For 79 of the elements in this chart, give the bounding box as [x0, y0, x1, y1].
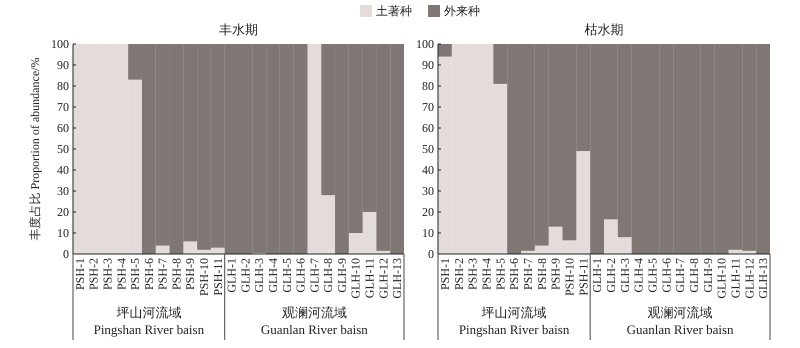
x-tick-label: PSH-7 — [156, 258, 170, 290]
x-tick-label: PSH-1 — [438, 258, 452, 290]
x-tick-label: PSH-5 — [493, 258, 508, 290]
y-tick-label: 40 — [422, 163, 434, 177]
x-tick-label: PSH-6 — [142, 258, 156, 290]
y-tick-label: 60 — [57, 121, 69, 135]
x-tick-label: PSH-11 — [210, 258, 225, 296]
x-tick-label: GLH-1 — [224, 258, 239, 293]
x-tick-label: GLH-3 — [618, 258, 632, 293]
x-tick-label: GLH-2 — [238, 258, 252, 293]
text: 坪山河流域 Pingshan River baisn — [458, 305, 570, 337]
x-tick-label: GLH-7 — [307, 258, 322, 293]
x-tick-label: PSH-10 — [562, 258, 576, 296]
y-tick-label: 30 — [57, 184, 69, 198]
x-tick-label: GLH-11 — [728, 258, 742, 298]
x-tick-label: PSH-8 — [169, 258, 184, 290]
chart-title: 丰水期 — [219, 22, 258, 37]
x-tick-label: GLH-6 — [659, 258, 674, 293]
x-tick-label: PSH-6 — [507, 258, 522, 290]
x-tick-label: GLH-8 — [321, 258, 336, 293]
y-tick-label: 50 — [422, 142, 434, 156]
x-tick-label: GLH-5 — [280, 258, 294, 293]
y-tick-label: 10 — [422, 226, 434, 240]
x-tick-label: PSH-7 — [520, 258, 535, 290]
y-tick-label: 70 — [57, 100, 69, 114]
x-tick-label: PSH-1 — [72, 258, 87, 290]
y-tick-label: 60 — [422, 121, 434, 135]
x-tick-label: GLH-12 — [742, 258, 756, 299]
text: 观澜河流域 Guanlan River baisn — [260, 305, 368, 337]
chart-title: 枯水期 — [584, 22, 624, 37]
x-tick-label: PSH-3 — [100, 258, 114, 290]
x-tick-label: GLH-12 — [376, 258, 390, 299]
y-tick-label: 100 — [416, 37, 434, 51]
y-tick-label: 100 — [51, 37, 69, 51]
y-tick-label: 90 — [422, 58, 434, 72]
y-tick-label: 80 — [57, 79, 69, 93]
y-tick-label: 90 — [57, 58, 69, 72]
x-tick-label: GLH-9 — [334, 258, 349, 293]
y-tick-label: 30 — [422, 184, 434, 198]
y-tick-label: 50 — [57, 142, 69, 156]
x-tick-label: PSH-2 — [86, 258, 101, 290]
x-tick-label: GLH-1 — [590, 258, 604, 293]
text: 观澜河流域 Guanlan River baisn — [626, 305, 734, 337]
x-tick-label: GLH-11 — [362, 258, 377, 298]
text: 坪山河流域 Pingshan River baisn — [94, 305, 205, 337]
y-tick-label: 0 — [428, 247, 434, 261]
x-tick-label: GLH-5 — [645, 258, 660, 293]
x-tick-label: GLH-4 — [266, 258, 280, 293]
x-tick-label: PSH-3 — [466, 258, 480, 290]
x-tick-label: PSH-11 — [576, 258, 590, 296]
x-tick-label: GLH-13 — [756, 258, 770, 299]
y-tick-label: 20 — [422, 205, 434, 219]
legend-label: 外来种 — [444, 4, 480, 18]
x-tick-label: GLH-4 — [632, 258, 646, 293]
x-tick-label: GLH-6 — [294, 258, 308, 293]
legend-label: 土著种 — [376, 4, 412, 18]
y-tick-label: 0 — [63, 247, 69, 261]
x-tick-label: PSH-8 — [534, 258, 549, 290]
y-tick-label: 80 — [422, 79, 434, 93]
x-tick-label: GLH-10 — [348, 258, 363, 299]
y-tick-label: 70 — [422, 100, 434, 114]
x-tick-label: GLH-2 — [604, 258, 618, 293]
x-tick-label: PSH-10 — [197, 258, 212, 296]
x-tick-label: PSH-5 — [128, 258, 142, 290]
x-tick-label: GLH-3 — [252, 258, 266, 293]
x-tick-label: GLH-13 — [390, 258, 404, 299]
x-tick-label: GLH-9 — [700, 258, 715, 293]
y-axis-title: 丰度占比 Proportion of abundance/% — [28, 58, 42, 240]
y-tick-label: 40 — [57, 163, 69, 177]
x-tick-label: GLH-7 — [673, 258, 688, 293]
x-tick-label: PSH-9 — [183, 258, 198, 290]
x-tick-label: PSH-4 — [479, 258, 494, 290]
x-tick-label: GLH-8 — [686, 258, 701, 293]
y-tick-label: 10 — [57, 226, 69, 240]
x-tick-label: PSH-4 — [114, 258, 128, 290]
x-tick-label: PSH-9 — [548, 258, 563, 290]
x-tick-label: GLH-10 — [714, 258, 729, 299]
y-tick-label: 20 — [57, 205, 69, 219]
x-tick-label: PSH-2 — [452, 258, 466, 290]
